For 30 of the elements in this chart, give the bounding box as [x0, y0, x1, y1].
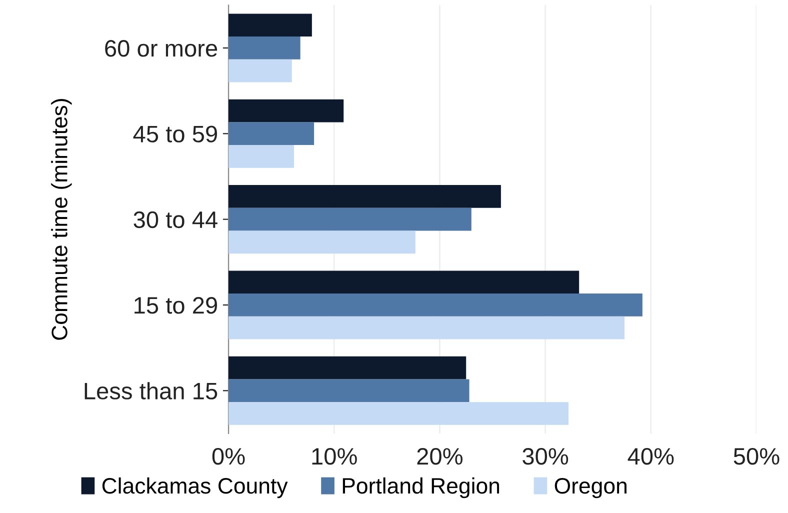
legend-label: Portland Region — [342, 477, 500, 498]
bar — [228, 36, 300, 60]
bar — [228, 294, 642, 316]
x-tick-label: 10% — [312, 448, 357, 465]
legend-label: Oregon — [554, 478, 626, 498]
x-tick-label: 40% — [628, 448, 674, 465]
x-tick-label: 0% — [212, 448, 245, 465]
x-tick-label: 30% — [522, 448, 568, 465]
y-tick-label: 15 to 29 — [134, 297, 217, 314]
bar — [228, 208, 472, 231]
bar — [228, 99, 344, 122]
bar — [228, 270, 580, 294]
bar — [228, 14, 312, 37]
bar — [228, 316, 624, 340]
bar — [228, 230, 416, 254]
x-tick-label: 20% — [417, 448, 462, 465]
y-axis-title: Commute time (minutes) — [51, 99, 72, 340]
bar — [228, 356, 466, 380]
y-tick-label: 30 to 44 — [134, 211, 218, 228]
bar — [228, 122, 314, 146]
y-tick-label: Less than 15 — [84, 382, 218, 400]
y-tick-label: 60 or more — [105, 40, 218, 57]
bar — [228, 402, 569, 425]
bar — [228, 59, 292, 82]
bar — [228, 145, 294, 168]
bar — [228, 379, 470, 402]
x-tick-label: 50% — [734, 448, 780, 465]
bar — [228, 185, 501, 208]
y-tick-label: 45 to 59 — [133, 126, 217, 142]
legend-label: Clackamas County — [102, 477, 288, 498]
